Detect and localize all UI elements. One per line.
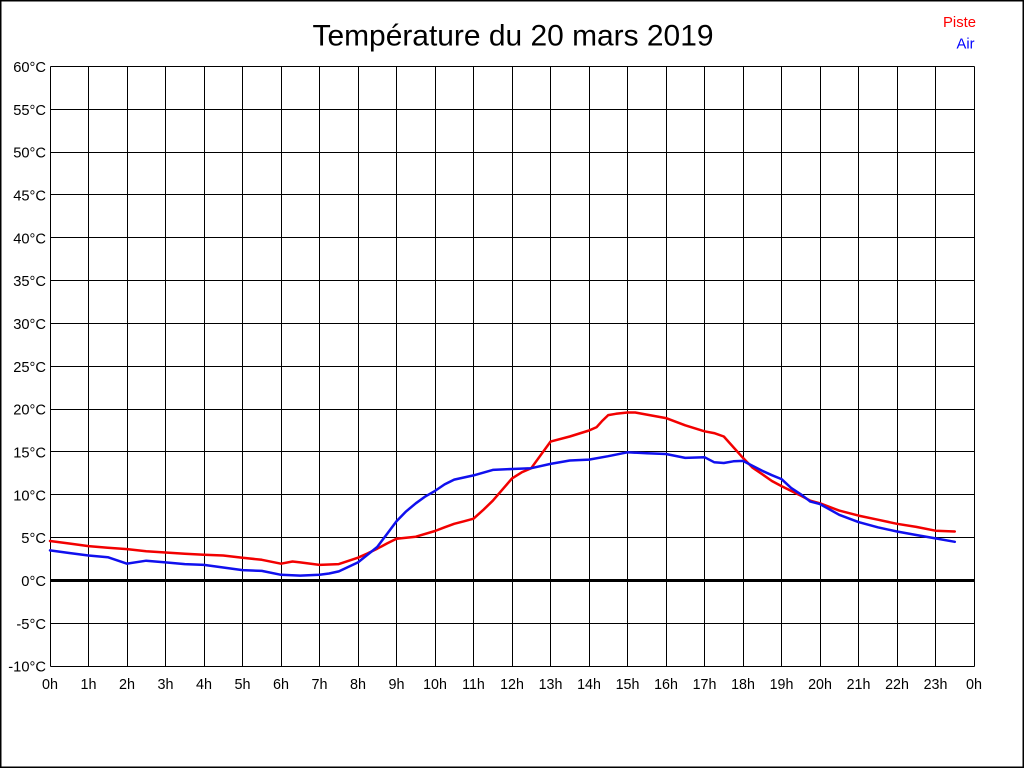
svg-text:8h: 8h: [350, 676, 366, 693]
svg-text:45°C: 45°C: [13, 188, 46, 205]
svg-text:40°C: 40°C: [13, 230, 46, 247]
svg-text:0h: 0h: [42, 676, 58, 693]
svg-text:Température du 20 mars 2019: Température du 20 mars 2019: [313, 20, 714, 53]
svg-text:30°C: 30°C: [13, 316, 46, 333]
svg-text:14h: 14h: [577, 676, 601, 693]
svg-text:11h: 11h: [462, 676, 485, 693]
svg-text:0h: 0h: [966, 676, 982, 693]
svg-text:18h: 18h: [731, 676, 755, 693]
svg-text:19h: 19h: [770, 676, 794, 693]
svg-text:25°C: 25°C: [13, 359, 46, 376]
svg-text:50°C: 50°C: [13, 145, 46, 162]
svg-text:0°C: 0°C: [21, 573, 46, 590]
svg-text:60°C: 60°C: [13, 59, 46, 76]
svg-text:12h: 12h: [500, 676, 524, 693]
svg-text:2h: 2h: [119, 676, 135, 693]
svg-text:5°C: 5°C: [21, 530, 46, 547]
svg-text:21h: 21h: [847, 676, 871, 693]
svg-text:Air: Air: [957, 36, 975, 53]
svg-text:20°C: 20°C: [13, 402, 46, 419]
svg-text:-5°C: -5°C: [16, 616, 46, 633]
svg-text:16h: 16h: [654, 676, 678, 693]
svg-text:23h: 23h: [924, 676, 948, 693]
svg-text:10h: 10h: [423, 676, 447, 693]
svg-text:35°C: 35°C: [13, 273, 46, 290]
svg-text:20h: 20h: [808, 676, 832, 693]
svg-text:4h: 4h: [196, 676, 212, 693]
svg-text:7h: 7h: [312, 676, 328, 693]
svg-text:3h: 3h: [158, 676, 174, 693]
svg-text:6h: 6h: [273, 676, 289, 693]
svg-text:15°C: 15°C: [13, 445, 46, 462]
svg-text:10°C: 10°C: [13, 487, 46, 504]
svg-text:55°C: 55°C: [13, 102, 46, 119]
svg-text:15h: 15h: [616, 676, 640, 693]
svg-text:-10°C: -10°C: [8, 659, 46, 676]
svg-text:9h: 9h: [389, 676, 405, 693]
svg-text:22h: 22h: [885, 676, 909, 693]
svg-text:5h: 5h: [235, 676, 251, 693]
svg-text:13h: 13h: [539, 676, 563, 693]
svg-text:1h: 1h: [81, 676, 97, 693]
svg-text:Piste: Piste: [943, 14, 976, 31]
svg-text:17h: 17h: [693, 676, 717, 693]
